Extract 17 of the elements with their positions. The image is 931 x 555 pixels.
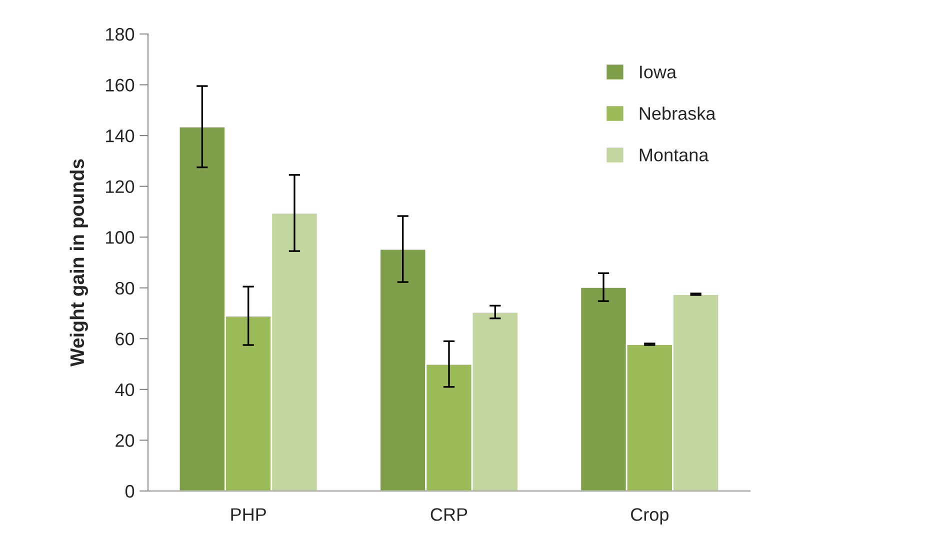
- y-tick-label: 180: [106, 28, 134, 41]
- y-tick-label: 20: [116, 434, 134, 447]
- y-tick-label: 80: [116, 282, 134, 295]
- y-tick-label: 40: [115, 383, 134, 396]
- y-tick-label: 160: [106, 78, 134, 92]
- x-tick-label: PHP: [231, 508, 266, 521]
- y-tick-label: 100: [106, 231, 134, 244]
- x-tick-label: Crop: [631, 508, 668, 524]
- y-axis-title: Weight gain in pounds: [70, 159, 88, 367]
- legend-label: Nebraska: [640, 106, 716, 120]
- x-tick-label: CRP: [430, 508, 468, 521]
- legend-label: Iowa: [640, 66, 677, 78]
- y-tick-label: 140: [106, 129, 134, 142]
- y-tick-label: 60: [116, 332, 134, 346]
- y-tick-label: 0: [125, 484, 134, 498]
- legend-label: Montana: [640, 148, 709, 162]
- y-tick-label: 120: [106, 180, 134, 194]
